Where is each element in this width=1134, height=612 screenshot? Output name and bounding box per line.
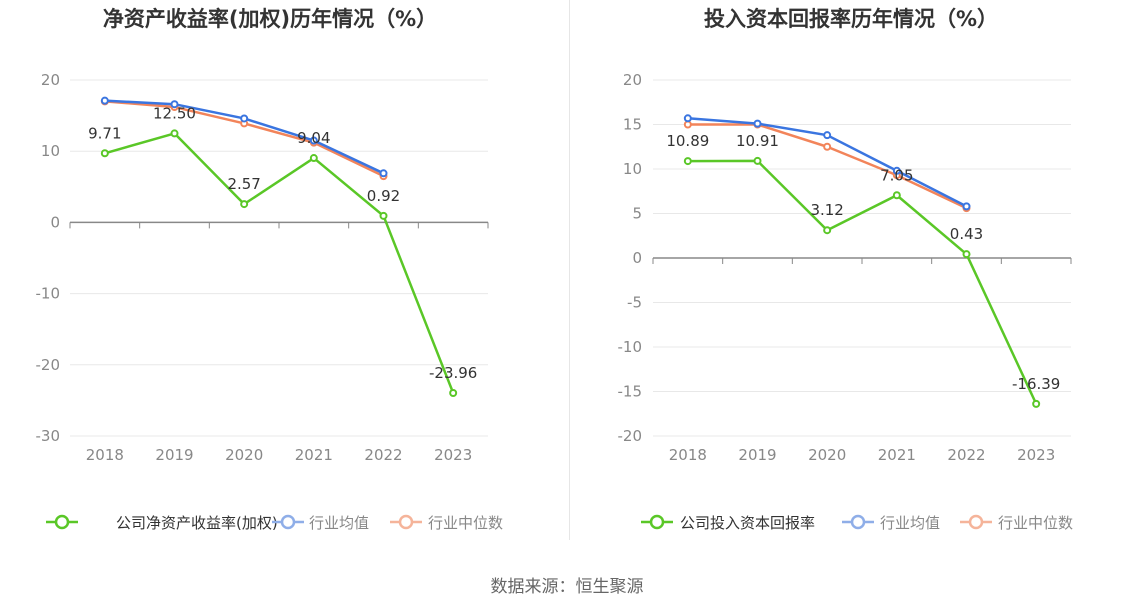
y-tick-label: 0 bbox=[632, 249, 642, 267]
y-tick-label: -30 bbox=[36, 427, 61, 445]
data-point-company bbox=[240, 200, 249, 209]
data-point-industry_median bbox=[683, 120, 692, 129]
data-point-industry_avg bbox=[379, 169, 388, 178]
data-label: 0.43 bbox=[950, 225, 983, 243]
chart-title: 净资产收益率(加权)历年情况（%） bbox=[103, 7, 437, 31]
data-label: 0.92 bbox=[367, 187, 400, 205]
y-tick-label: -5 bbox=[627, 294, 642, 312]
y-tick-label: -10 bbox=[618, 338, 643, 356]
y-tick-label: 0 bbox=[50, 213, 60, 231]
data-point-company bbox=[753, 156, 762, 165]
series-line-industry_median bbox=[104, 100, 385, 178]
x-tick-label: 2021 bbox=[878, 446, 916, 464]
data-point-industry_avg bbox=[240, 114, 249, 123]
series-line-company bbox=[104, 132, 455, 394]
x-tick-label: 2018 bbox=[669, 446, 707, 464]
chart-2: 投入资本回报率历年情况（%） 20 15 10 5 0 -5 -10 -15 -20 2018 201… bbox=[618, 7, 1074, 532]
legend-marker-industry_median bbox=[398, 514, 414, 530]
x-tick-label: 2018 bbox=[86, 446, 124, 464]
x-tick-label: 2019 bbox=[155, 446, 193, 464]
data-label: 3.12 bbox=[810, 201, 843, 219]
legend-marker-industry_median bbox=[968, 514, 984, 530]
data-point-company bbox=[379, 211, 388, 220]
x-tick-label: 2022 bbox=[364, 446, 402, 464]
legend-label-company: 公司净资产收益率(加权) bbox=[116, 514, 278, 532]
y-tick-label: -20 bbox=[618, 427, 643, 445]
data-label: -23.96 bbox=[429, 364, 477, 382]
series-line-industry_avg bbox=[104, 99, 385, 175]
data-point-industry_avg bbox=[683, 114, 692, 123]
legend-label-industry_median: 行业中位数 bbox=[428, 514, 503, 532]
data-label: 12.50 bbox=[153, 104, 196, 122]
x-tick-label: 2022 bbox=[947, 446, 985, 464]
data-point-company bbox=[170, 129, 179, 138]
data-point-company bbox=[892, 191, 901, 200]
data-label: 2.57 bbox=[227, 175, 260, 193]
x-tick-label: 2020 bbox=[225, 446, 263, 464]
y-tick-label: -15 bbox=[618, 383, 643, 401]
y-tick-label: 20 bbox=[41, 71, 60, 89]
data-point-industry_avg bbox=[100, 96, 109, 105]
chart-title: 投入资本回报率历年情况（%） bbox=[704, 7, 998, 31]
data-point-industry_avg bbox=[170, 100, 179, 109]
data-point-industry_avg bbox=[823, 131, 832, 140]
data-point-industry_avg bbox=[753, 119, 762, 128]
data-point-industry_avg bbox=[309, 136, 318, 145]
legend-marker-industry_avg bbox=[280, 514, 296, 530]
legend-marker-industry_avg bbox=[850, 514, 866, 530]
legend-label-industry_median: 行业中位数 bbox=[998, 514, 1073, 532]
y-tick-label: 10 bbox=[623, 160, 642, 178]
data-point-company bbox=[1032, 399, 1041, 408]
data-point-company bbox=[449, 388, 458, 397]
data-point-industry_median bbox=[823, 142, 832, 151]
data-point-company bbox=[309, 154, 318, 163]
data-label: 10.91 bbox=[736, 132, 779, 150]
data-source: 数据来源：恒生聚源 bbox=[490, 577, 644, 597]
y-tick-label: 5 bbox=[632, 205, 642, 223]
x-tick-label: 2020 bbox=[808, 446, 846, 464]
series-line-company bbox=[687, 159, 1038, 405]
x-tick-label: 2019 bbox=[738, 446, 776, 464]
y-tick-label: 20 bbox=[623, 71, 642, 89]
y-tick-label: -20 bbox=[36, 356, 61, 374]
data-label: 9.04 bbox=[297, 129, 330, 147]
data-point-industry_avg bbox=[892, 166, 901, 175]
data-point-company bbox=[683, 157, 692, 166]
legend-marker-company bbox=[649, 514, 665, 530]
data-label: 10.89 bbox=[666, 132, 709, 150]
data-point-company bbox=[100, 149, 109, 158]
data-point-company bbox=[823, 226, 832, 235]
x-tick-label: 2023 bbox=[434, 446, 472, 464]
y-tick-label: 15 bbox=[623, 116, 642, 134]
data-label: -16.39 bbox=[1012, 375, 1060, 393]
legend-marker-company bbox=[54, 514, 70, 530]
legend-label-industry_avg: 行业均值 bbox=[309, 514, 369, 532]
legend-label-industry_avg: 行业均值 bbox=[880, 514, 940, 532]
legend-label-company: 公司投入资本回报率 bbox=[680, 514, 815, 532]
x-tick-label: 2021 bbox=[295, 446, 333, 464]
x-tick-label: 2023 bbox=[1017, 446, 1055, 464]
data-point-company bbox=[962, 250, 971, 259]
data-label: 9.71 bbox=[88, 124, 121, 142]
chart-divider bbox=[569, 0, 570, 540]
y-tick-label: -10 bbox=[36, 285, 61, 303]
y-tick-label: 10 bbox=[41, 142, 60, 160]
data-point-industry_avg bbox=[962, 202, 971, 211]
data-label: 7.05 bbox=[880, 166, 913, 184]
chart-1: 净资产收益率(加权)历年情况（%） 20 10 0 -10 -20 -30 2018 2019 2… bbox=[36, 7, 504, 532]
